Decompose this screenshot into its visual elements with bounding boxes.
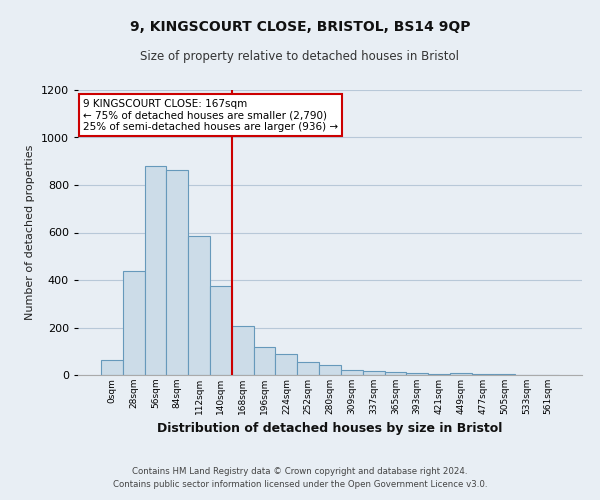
Bar: [319, 365, 341, 375]
Bar: [494, 374, 515, 375]
Bar: [145, 166, 166, 375]
Bar: [428, 374, 450, 375]
X-axis label: Distribution of detached houses by size in Bristol: Distribution of detached houses by size …: [157, 422, 503, 436]
Bar: [385, 372, 406, 375]
Bar: [275, 354, 297, 375]
Bar: [232, 326, 254, 375]
Text: Size of property relative to detached houses in Bristol: Size of property relative to detached ho…: [140, 50, 460, 63]
Bar: [406, 372, 428, 375]
Bar: [166, 170, 188, 375]
Bar: [101, 360, 123, 375]
Text: Contains public sector information licensed under the Open Government Licence v3: Contains public sector information licen…: [113, 480, 487, 489]
Text: 9 KINGSCOURT CLOSE: 167sqm
← 75% of detached houses are smaller (2,790)
25% of s: 9 KINGSCOURT CLOSE: 167sqm ← 75% of deta…: [83, 98, 338, 132]
Text: Contains HM Land Registry data © Crown copyright and database right 2024.: Contains HM Land Registry data © Crown c…: [132, 467, 468, 476]
Bar: [210, 286, 232, 375]
Bar: [341, 370, 363, 375]
Bar: [123, 270, 145, 375]
Y-axis label: Number of detached properties: Number of detached properties: [25, 145, 35, 320]
Bar: [450, 372, 472, 375]
Bar: [297, 362, 319, 375]
Bar: [254, 347, 275, 375]
Bar: [472, 374, 494, 375]
Bar: [188, 236, 210, 375]
Text: 9, KINGSCOURT CLOSE, BRISTOL, BS14 9QP: 9, KINGSCOURT CLOSE, BRISTOL, BS14 9QP: [130, 20, 470, 34]
Bar: [363, 372, 385, 375]
